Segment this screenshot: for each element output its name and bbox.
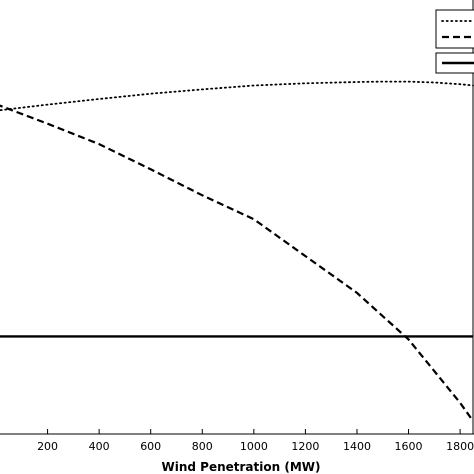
legend (435, 9, 474, 74)
x-axis-label: Wind Penetration (MW) (162, 460, 321, 474)
legend-box (435, 9, 474, 49)
x-tick-label: 1600 (395, 440, 423, 453)
series-layer (0, 80, 474, 422)
x-tick-label: 200 (37, 440, 58, 453)
series-line-dotted (0, 80, 474, 112)
x-tick-label: 600 (140, 440, 161, 453)
x-tick-label: 1800 (446, 440, 474, 453)
x-axis-ticks: 200 400 600 800 1000 1200 1400 1600 1800 (37, 429, 474, 453)
x-tick-label: 400 (89, 440, 110, 453)
x-tick-label: 1000 (240, 440, 268, 453)
x-tick-label: 1200 (291, 440, 319, 453)
series-line-dashed (0, 104, 474, 422)
plot-area (0, 0, 474, 435)
x-tick-label: 1400 (343, 440, 371, 453)
x-tick-label: 800 (192, 440, 213, 453)
